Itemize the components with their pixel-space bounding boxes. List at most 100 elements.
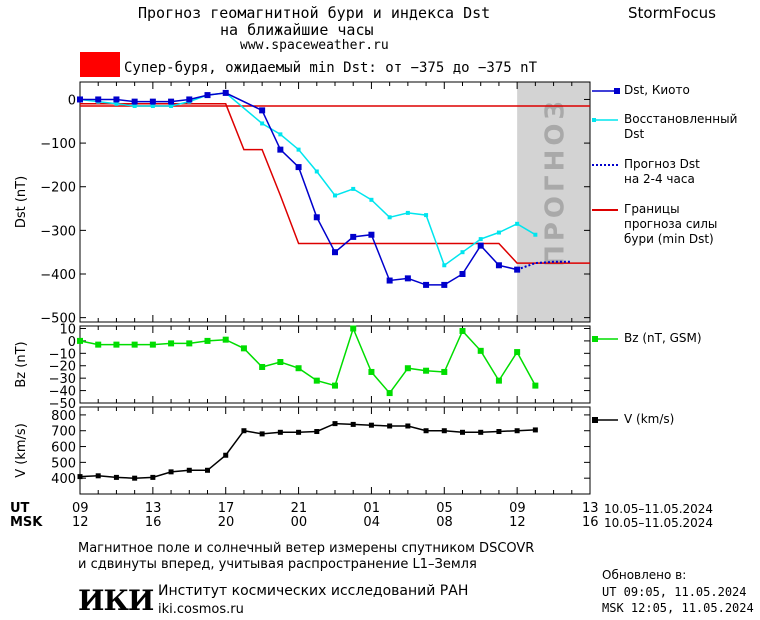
ut-tick-label: 09: [509, 501, 526, 516]
bz-point: [477, 347, 484, 354]
plot-frame: [79, 406, 591, 495]
legend-v-label: V (km/s): [624, 412, 675, 426]
dst-kyoto-point: [95, 96, 102, 103]
msk-axis-label: MSK: [10, 515, 43, 530]
v-point: [441, 428, 447, 434]
dst-kyoto-point: [459, 271, 466, 277]
bz-point: [495, 377, 502, 384]
v-point: [460, 429, 465, 435]
y-axis-label: Bz (nT): [14, 341, 29, 387]
y-tick-label: −10: [49, 347, 76, 362]
y-tick-label: 700: [51, 425, 76, 440]
dst-restored-point: [278, 132, 283, 137]
footer-note-line2: и сдвинуты вперед, учитывая распростране…: [78, 557, 477, 572]
bz-point: [332, 382, 338, 389]
y-tick-label: 400: [51, 472, 76, 487]
v-point: [368, 422, 374, 428]
ut-tick-label: 09: [72, 501, 89, 516]
dst-restored-point: [369, 197, 374, 202]
v-point: [150, 474, 156, 480]
bz-point: [404, 365, 411, 372]
dst-restored-point: [460, 250, 465, 255]
v-point: [205, 467, 210, 473]
bz-point: [113, 341, 120, 348]
bz-point: [240, 345, 247, 352]
dst-restored-line: [79, 92, 536, 267]
y-axis-label: V (km/s): [14, 423, 29, 478]
v-line: [79, 422, 536, 479]
v-point: [387, 423, 393, 429]
bz-point: [149, 341, 156, 348]
dst-kyoto-point: [495, 262, 502, 269]
bz-point: [368, 368, 375, 375]
bz-point: [514, 349, 521, 356]
msk-tick-label: 12: [72, 515, 89, 530]
v-point: [514, 428, 520, 434]
dst-restored-point: [424, 213, 429, 218]
legend-v-swatch: [592, 417, 618, 423]
ut-tick-label: 01: [363, 501, 380, 516]
msk-tick-label: 04: [363, 515, 380, 530]
dst-kyoto-point: [259, 107, 266, 114]
dst-restored-point: [114, 101, 119, 106]
y-tick-label: 600: [51, 441, 76, 456]
ut-axis-label: UT: [10, 501, 30, 516]
ut-tick-label: 13: [582, 501, 599, 516]
dst-kyoto-point: [131, 98, 138, 105]
legend-bounds-label-2: прогноза силы: [624, 217, 718, 231]
dst-restored-point: [296, 147, 301, 152]
dst-kyoto-point: [368, 231, 375, 238]
bz-point: [532, 382, 539, 389]
legend-restored-swatch: [592, 118, 618, 122]
v-point: [95, 473, 101, 479]
v-point: [277, 429, 283, 435]
bz-point: [222, 336, 229, 343]
dst-kyoto-point: [149, 98, 156, 105]
msk-tick-label: 12: [509, 515, 526, 530]
bz-point: [204, 337, 211, 344]
v-point: [496, 429, 502, 435]
bz-point: [259, 363, 266, 370]
bz-point: [277, 359, 284, 366]
chart-title-line2: на ближайшие часы: [220, 21, 374, 39]
dst-kyoto-point: [350, 233, 357, 240]
y-tick-label: 800: [51, 409, 76, 424]
bz-point: [186, 340, 193, 347]
bounds-upper-line: [80, 103, 590, 264]
bz-point: [77, 337, 83, 344]
ut-tick-label: 17: [217, 501, 235, 516]
dst-restored-point: [533, 232, 538, 237]
bz-point: [350, 325, 357, 332]
dst-kyoto-point: [423, 281, 430, 288]
dst-kyoto-point: [313, 214, 320, 221]
y-tick-label: −50: [49, 397, 76, 412]
v-point: [314, 429, 320, 435]
bz-line: [79, 326, 537, 395]
institute-url[interactable]: iki.cosmos.ru: [158, 602, 244, 617]
site-url[interactable]: www.spaceweather.ru: [240, 38, 389, 53]
y-tick-label: 10: [59, 322, 76, 337]
dst-kyoto-point: [168, 98, 175, 105]
bz-point: [441, 368, 448, 375]
institute-name: Институт космических исследований РАН: [158, 583, 469, 599]
dst-kyoto-point: [404, 275, 411, 282]
ut-tick-label: 21: [290, 501, 308, 516]
legend-bz-swatch: [592, 336, 618, 342]
y-tick-label: 0: [68, 93, 76, 108]
forecast-zone-label: ПРОГНОЗ: [541, 97, 571, 267]
storm-banner-text: Супер-буря, ожидаемый min Dst: от −375 д…: [124, 60, 538, 76]
dst-kyoto-point: [186, 96, 193, 103]
dst-kyoto-point: [277, 146, 284, 153]
ut-date-range: 10.05–11.05.2024: [604, 502, 714, 516]
updated-ut: UT 09:05, 11.05.2024: [602, 585, 747, 599]
v-point: [223, 452, 229, 458]
dst-restored-point: [150, 104, 155, 108]
msk-tick-label: 08: [436, 515, 453, 530]
legend-bounds-label-3: бури (min Dst): [624, 232, 714, 246]
legend-restored-label-1: Восстановленный: [624, 112, 738, 126]
dst-kyoto-line: [80, 92, 518, 286]
y-tick-label: 500: [51, 456, 76, 471]
iki-logo[interactable]: ИКИ: [78, 584, 154, 617]
plot-frame: [79, 325, 591, 404]
legend-forecast-label-2: на 2-4 часа: [624, 172, 695, 186]
